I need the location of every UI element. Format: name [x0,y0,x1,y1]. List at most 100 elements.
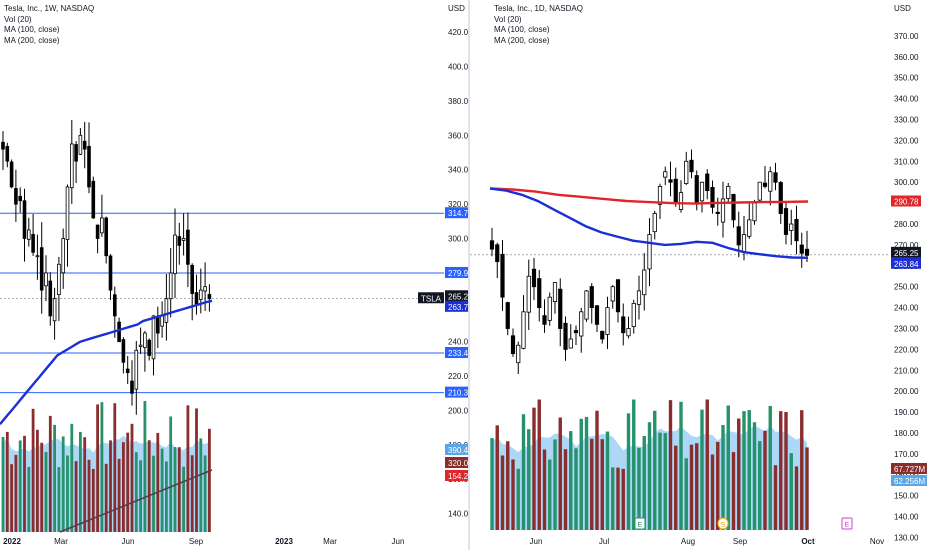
volume-bar [558,417,562,530]
candle-body [186,229,190,265]
price-axis-tick-label: 340.00 [448,166,468,175]
candle-body [752,202,757,222]
volume-bar [44,451,48,532]
volume-bar [674,445,678,530]
price-axis-tick-label: 360.00 [448,131,468,140]
candle-body [177,236,182,246]
daily-ma200-indicator[interactable]: MA (200, close) [494,35,550,45]
time-axis-tick-label: Mar [323,537,337,546]
volume-bar [96,404,99,532]
symbol-tag: TSLA [421,294,442,303]
candle-body [705,173,710,191]
candle-body [495,244,500,263]
candle-body [104,217,109,257]
volume-bar [521,414,526,530]
volume-bar [595,410,599,530]
candle-body [615,279,621,313]
candle-body [151,315,156,360]
candle-body [35,255,40,258]
price-badge: 265.25 [894,249,919,258]
candle-body [584,290,589,320]
volume-bar [104,463,108,532]
price-axis-tick-label: 370.00 [894,32,919,41]
daily-candlestick-chart[interactable]: USD130.00140.00150.00160.00170.00180.001… [470,0,932,550]
volume-bar [637,447,641,530]
ma200-line [489,187,809,205]
candle-body [87,145,91,188]
candle-body [138,344,143,347]
candle-body [568,338,573,349]
volume-bar [584,416,589,530]
candle-body [589,286,594,309]
volume-bar [130,423,134,532]
weekly-chart-pane[interactable]: Tesla, Inc., 1W, NASDAQ Vol (20) MA (100… [0,0,468,550]
candle-body [521,311,526,349]
time-axis-tick-label: Sep [189,537,204,546]
candle-body [694,175,699,204]
volume-bar [716,441,720,530]
volume-bar [689,444,694,530]
time-axis-tick-label: Aug [681,537,695,546]
volume-badge-bg [891,463,927,474]
price-badge-bg [891,246,921,258]
candle-body [668,179,673,183]
ma100-line [0,299,213,425]
time-axis-tick-label: 2023 [275,537,293,546]
candle-body [39,247,44,291]
volume-bar [632,399,636,530]
pane-divider[interactable] [468,0,470,550]
volume-bar [203,455,207,532]
weekly-chart-title: Tesla, Inc., 1W, NASDAQ [4,4,95,13]
candle-body [173,234,177,275]
weekly-ma200-indicator[interactable]: MA (200, close) [4,35,60,45]
volume-bar [490,438,494,530]
price-badge: 314.72 [448,209,468,218]
weekly-candlestick-chart[interactable]: USD140.00160.00180.00200.00220.00240.002… [0,0,468,550]
candle-body [18,195,22,202]
ma100-line [489,187,809,259]
candle-body [57,263,61,296]
volume-bar [18,440,22,532]
volume-badge: 67.727M [894,465,925,474]
volume-bar [731,452,736,530]
volume-badge-bg [445,444,468,455]
price-badge-bg [445,266,468,278]
volume-bar [134,452,138,532]
price-axis-tick-label: 130.00 [894,534,919,543]
volume-bar [66,455,69,532]
candle-body [552,282,558,302]
weekly-ma100-indicator[interactable]: MA (100, close) [4,25,60,34]
volume-bar [48,415,52,532]
daily-chart-pane[interactable]: Tesla, Inc., 1D, NASDAQ Vol (20) MA (100… [470,0,932,550]
candle-body [642,269,647,296]
volume-bar [199,438,203,532]
daily-ma100-indicator[interactable]: MA (100, close) [494,25,550,34]
price-axis-tick-label: 320.00 [894,136,919,145]
price-axis-tick-label: 240.00 [448,338,468,347]
price-badge: 210.37 [448,389,468,398]
candle-body [773,172,778,183]
daily-volume-indicator[interactable]: Vol (20) [494,14,522,24]
price-badge-bg [445,386,468,398]
volume-bar [74,461,78,532]
candle-body [579,311,584,337]
weekly-volume-indicator[interactable]: Vol (20) [4,14,32,24]
candle-body [600,330,605,340]
candle-body [573,330,579,334]
time-axis-tick-label: Nov [870,537,884,546]
volume-bar [668,400,673,530]
candle-body [731,193,736,221]
volume-bar [173,447,177,532]
candle-body [621,316,626,334]
candle-body [125,368,130,374]
volume-bar [113,403,117,532]
volume-bar [506,441,510,530]
volume-bar [653,410,657,530]
volume-bar [57,467,61,532]
volume-bar [87,459,91,532]
candle-body [61,238,65,274]
candle-body [194,292,199,305]
candle-body [489,240,495,250]
volume-bar [563,449,568,530]
volume-bar [542,449,547,530]
